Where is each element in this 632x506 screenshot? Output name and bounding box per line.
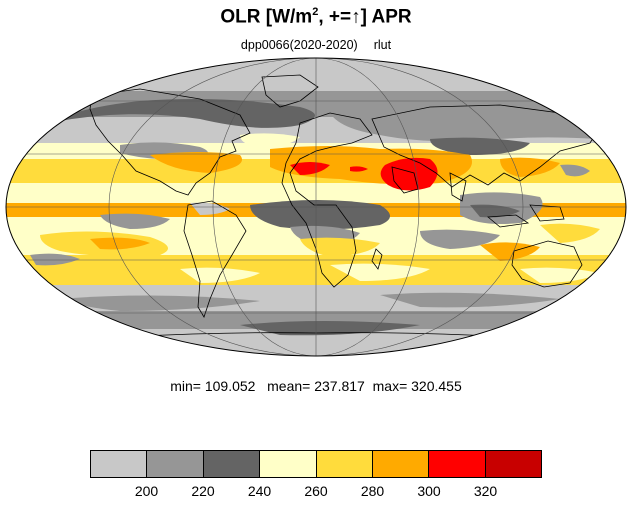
colorbar-tick-label: 260: [304, 483, 328, 499]
variable-label: rlut: [373, 38, 392, 52]
up-arrow-icon: ↑: [351, 6, 361, 28]
colorbar-tick-label: 200: [134, 483, 159, 499]
colorbar-box: [260, 451, 317, 477]
olr-map: [5, 57, 627, 357]
colorbar-box: [372, 451, 430, 477]
statistics-line: min= 109.052 mean= 237.817 max= 320.455: [170, 378, 462, 394]
graticule: [6, 58, 626, 356]
colorbar: [90, 450, 542, 478]
colorbar-tick-label: 300: [417, 483, 441, 499]
colorbar-box: [485, 451, 541, 477]
colorbar-box: [429, 451, 486, 477]
mean-value: 237.817: [314, 378, 365, 394]
colorbar-tick-label: 240: [247, 483, 272, 499]
max-value: 320.455: [411, 378, 462, 394]
colorbar-box: [316, 451, 373, 477]
colorbar-tick-label: 320: [473, 483, 498, 499]
colorbar-box: [203, 451, 261, 477]
colorbar-tick-label: 280: [360, 483, 385, 499]
colorbar-tick-label: 220: [191, 483, 215, 499]
colorbar-ticks: 200 220 240 260 280 300 320: [0, 483, 632, 503]
map-border: [5, 57, 627, 357]
colorbar-box: [147, 451, 204, 477]
map-subtitle: dpp0066(2020-2020) rlut: [0, 38, 632, 52]
run-label: dpp0066(2020-2020): [240, 38, 358, 52]
colorbar-box: [91, 451, 148, 477]
min-value: 109.052: [204, 378, 256, 394]
map-title: OLR [W/m2, +=↑] APR: [220, 6, 412, 28]
